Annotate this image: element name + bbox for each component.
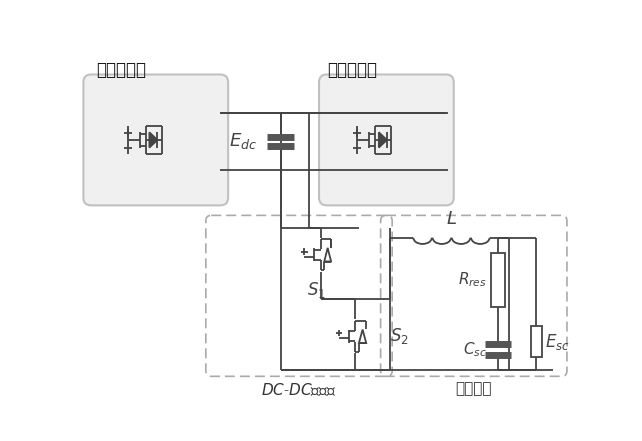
Text: 转子变流器: 转子变流器 — [96, 60, 146, 78]
FancyBboxPatch shape — [319, 75, 454, 206]
Text: $S_1$: $S_1$ — [308, 280, 326, 300]
Text: $S_2$: $S_2$ — [390, 326, 409, 346]
Text: $C_{sc}$: $C_{sc}$ — [463, 340, 487, 359]
Text: 网侧变流器: 网侧变流器 — [327, 60, 377, 78]
Text: 超级电容: 超级电容 — [456, 381, 492, 396]
Text: $L$: $L$ — [446, 210, 457, 228]
Polygon shape — [379, 132, 387, 148]
Bar — [531, 326, 542, 357]
Text: $R_{res}$: $R_{res}$ — [458, 271, 487, 289]
FancyBboxPatch shape — [83, 75, 228, 206]
Text: $E_{sc}$: $E_{sc}$ — [546, 332, 570, 351]
Text: $DC$-$DC$变换器: $DC$-$DC$变换器 — [261, 381, 336, 398]
Text: $E_{dc}$: $E_{dc}$ — [229, 131, 257, 151]
Bar — [490, 253, 505, 307]
Polygon shape — [150, 132, 157, 148]
